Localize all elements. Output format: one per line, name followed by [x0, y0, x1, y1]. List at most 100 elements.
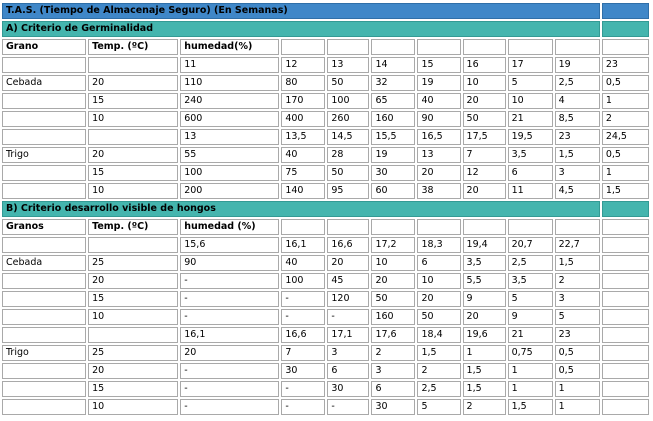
value-cell: 120	[327, 291, 370, 307]
value-cell: 20	[417, 291, 461, 307]
empty-cell	[2, 399, 87, 415]
empty-cell	[554, 39, 600, 55]
value-cell: 28	[327, 147, 370, 163]
value-cell: 17,1	[327, 327, 370, 343]
value-cell: 12	[462, 165, 506, 181]
value-cell: 1,5	[462, 381, 506, 397]
value-cell: 2	[462, 399, 506, 415]
value-cell: 1,5	[417, 345, 461, 361]
value-cell: 14,5	[327, 129, 370, 145]
value-cell: 15	[88, 381, 179, 397]
value-cell: 2	[601, 111, 649, 127]
empty-cell	[2, 129, 87, 145]
value-cell: 5	[507, 75, 553, 91]
value-cell: 20	[180, 345, 280, 361]
empty-cell	[601, 273, 649, 289]
table-title: T.A.S. (Tiempo de Almacenaje Seguro) (En…	[2, 3, 600, 19]
value-cell: 15,6	[180, 237, 280, 253]
grain-name: Cebada	[2, 75, 87, 91]
value-cell: -	[327, 399, 370, 415]
value-cell: 20	[462, 183, 506, 199]
value-cell: -	[281, 291, 326, 307]
value-cell: 1	[507, 363, 553, 379]
value-cell: 110	[180, 75, 280, 91]
value-cell: 1	[601, 93, 649, 109]
value-cell: 12	[281, 57, 326, 73]
empty-cell	[507, 219, 553, 235]
value-cell: 75	[281, 165, 326, 181]
data-row: 10- - -160 50 20 9 5	[2, 309, 649, 325]
column-header: Temp. (ºC)	[88, 39, 179, 55]
value-cell: 30	[371, 165, 416, 181]
value-cell: 170	[281, 93, 326, 109]
value-cell: 1,5	[507, 399, 553, 415]
value-cell: 90	[180, 255, 280, 271]
empty-cell	[601, 381, 649, 397]
value-cell: 40	[417, 93, 461, 109]
value-cell: 23	[601, 57, 649, 73]
data-row: Cebada 25 90 40 20 10 6 3,5 2,5 1,5	[2, 255, 649, 271]
title-row: T.A.S. (Tiempo de Almacenaje Seguro) (En…	[2, 3, 649, 19]
value-cell: -	[180, 291, 280, 307]
empty-cell	[2, 291, 87, 307]
value-cell: -	[281, 309, 326, 325]
value-cell: 0,75	[507, 345, 553, 361]
value-cell: 18,3	[417, 237, 461, 253]
value-cell: 15	[88, 165, 179, 181]
value-cell: 25	[88, 345, 179, 361]
value-cell: 1	[554, 381, 600, 397]
section-heading: B) Criterio desarrollo visible de hongos	[2, 201, 600, 217]
empty-cell	[2, 165, 87, 181]
empty-cell	[2, 111, 87, 127]
value-cell: 4	[554, 93, 600, 109]
value-cell: -	[180, 273, 280, 289]
value-cell: 55	[180, 147, 280, 163]
value-cell: 160	[371, 309, 416, 325]
empty-cell	[462, 39, 506, 55]
empty-cell	[417, 219, 461, 235]
data-row: 15- -120 50 20 9 5 3	[2, 291, 649, 307]
data-row: 15,6 16,1 16,6 17,2 18,3 19,4 20,7 22,7	[2, 237, 649, 253]
value-cell: -	[180, 399, 280, 415]
value-cell: 20	[88, 147, 179, 163]
value-cell: 9	[507, 309, 553, 325]
value-cell: 60	[371, 183, 416, 199]
value-cell: 20	[327, 255, 370, 271]
value-cell: 20	[462, 309, 506, 325]
empty-cell	[327, 39, 370, 55]
data-row: 16,1 16,6 17,1 17,6 18,4 19,6 21 23	[2, 327, 649, 343]
value-cell: 7	[462, 147, 506, 163]
value-cell: 17	[507, 57, 553, 73]
value-cell: 16,6	[281, 327, 326, 343]
value-cell: 200	[180, 183, 280, 199]
data-row: 20-100 45 20 10 5,5 3,5 2	[2, 273, 649, 289]
value-cell: 6	[327, 363, 370, 379]
empty-cell	[2, 93, 87, 109]
value-cell: 0,5	[601, 75, 649, 91]
value-cell: 13	[180, 129, 280, 145]
empty-cell	[417, 39, 461, 55]
value-cell: 17,5	[462, 129, 506, 145]
value-cell: 100	[180, 165, 280, 181]
value-cell: 1,5	[462, 363, 506, 379]
data-row: Cebada 20 110 80 50 32 19 10 5 2,5 0,5	[2, 75, 649, 91]
value-cell: 65	[371, 93, 416, 109]
data-row: 11 12 13 14 15 16 17 19 23	[2, 57, 649, 73]
value-cell: 10	[417, 273, 461, 289]
value-cell: 15	[88, 93, 179, 109]
value-cell: 6	[507, 165, 553, 181]
value-cell: 6	[371, 381, 416, 397]
value-cell: 19,5	[507, 129, 553, 145]
value-cell: -	[327, 309, 370, 325]
value-cell: 10	[88, 309, 179, 325]
value-cell: 18,4	[417, 327, 461, 343]
value-cell: 16,1	[180, 327, 280, 343]
value-cell: 600	[180, 111, 280, 127]
value-cell: 0,5	[554, 363, 600, 379]
empty-cell	[371, 39, 416, 55]
value-cell: 90	[417, 111, 461, 127]
value-cell: 2,5	[507, 255, 553, 271]
value-cell: 0,5	[554, 345, 600, 361]
value-cell: 19	[554, 57, 600, 73]
